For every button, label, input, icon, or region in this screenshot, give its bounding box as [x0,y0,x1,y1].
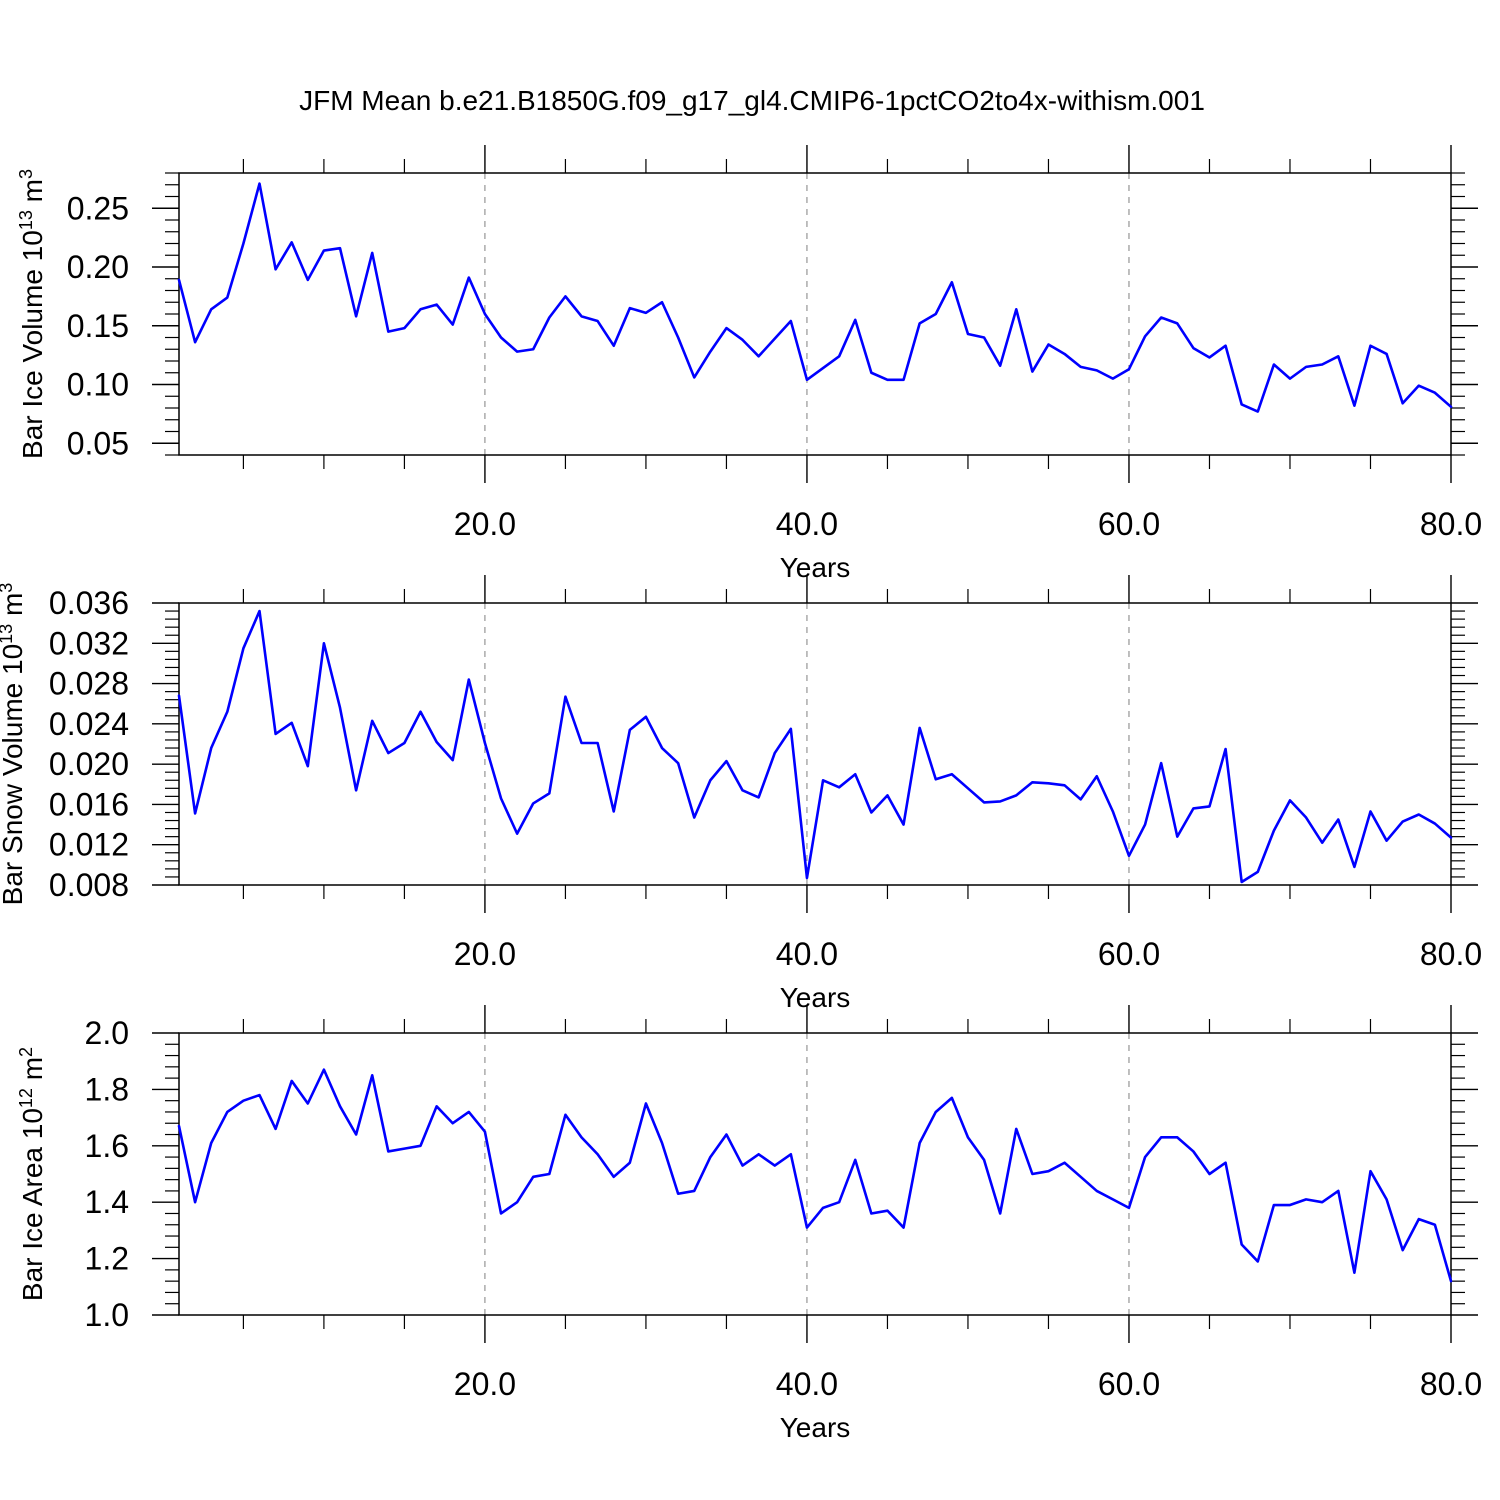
y-axis-label-text: Bar Ice Area 10 [17,1108,48,1301]
x-tick-label: 40.0 [776,936,838,972]
y-axis-label-text: Bar Ice Volume 10 [17,230,48,459]
y-tick-label: 0.016 [49,786,129,822]
x-tick-label: 60.0 [1098,936,1160,972]
y-axis-label-text: Bar Snow Volume 10 [0,644,28,906]
x-tick-label: 40.0 [776,1366,838,1402]
y-axis-label-unit-exponent: 3 [0,583,16,593]
chart-panel-1: 20.0 40.0 60.0 80.0 0.05 0.10 0.15 0.20 0.25 Year… [16,145,1482,583]
x-tick-label: 80.0 [1420,936,1482,972]
series-line-1 [177,609,1453,884]
y-tick-label: 1.8 [85,1071,129,1107]
y-tick-label: 0.020 [49,746,129,782]
y-axis-label-unit: m [0,593,28,624]
y-tick-label: 0.25 [67,190,129,226]
y-axis-label-exponent: 12 [16,1088,36,1108]
y-axis-label-exponent: 13 [16,210,36,230]
x-tick-label: 40.0 [776,506,838,542]
y-tick-label: 0.028 [49,666,129,702]
y-tick-label: 0.10 [67,367,129,403]
x-tick-label: 60.0 [1098,1366,1160,1402]
y-tick-label: 1.4 [85,1184,129,1220]
series-line-1 [177,1068,1453,1283]
series-line-1 [177,182,1453,413]
figure-title: JFM Mean b.e21.B1850G.f09_g17_gl4.CMIP6-… [299,85,1205,116]
y-tick-label: 1.0 [85,1297,129,1333]
chart-panel-3: 20.0 40.0 60.0 80.0 1.0 1.2 1.4 1.6 1.8 2.0 Years B… [16,1005,1482,1443]
plot-frame [178,172,1452,456]
x-axis-label: Years [780,1412,851,1443]
y-tick-label: 0.012 [49,827,129,863]
y-axis-label: Bar Snow Volume 1013 m3 [0,583,28,906]
y-tick-label: 0.024 [49,706,129,742]
x-tick-label: 80.0 [1420,506,1482,542]
y-axis-label-unit: m [17,1057,48,1088]
y-tick-label: 0.008 [49,867,129,903]
y-tick-label: 1.6 [85,1128,129,1164]
y-axis-label-unit-exponent: 2 [16,1047,36,1057]
y-axis-label: Bar Ice Area 1012 m2 [16,1047,48,1301]
x-tick-label: 80.0 [1420,1366,1482,1402]
x-axis-label: Years [780,982,851,1013]
x-tick-label: 60.0 [1098,506,1160,542]
x-tick-label: 20.0 [454,936,516,972]
y-tick-label: 0.20 [67,249,129,285]
plot-frame [178,602,1452,886]
y-axis-label-exponent: 13 [0,624,16,644]
y-tick-label: 0.032 [49,625,129,661]
y-axis-label-unit-exponent: 3 [16,169,36,179]
y-tick-label: 0.05 [67,425,129,461]
y-axis-label-unit: m [17,179,48,210]
plot-frame [178,1032,1452,1316]
y-axis-label: Bar Ice Volume 1013 m3 [16,169,48,459]
y-tick-label: 2.0 [85,1015,129,1051]
chart-panel-2: 20.0 40.0 60.0 80.0 0.008 0.012 0.016 0.020 0.02… [0,575,1482,1013]
x-tick-label: 20.0 [454,1366,516,1402]
y-tick-label: 1.2 [85,1241,129,1277]
y-tick-label: 0.15 [67,308,129,344]
y-tick-label: 0.036 [49,585,129,621]
x-tick-label: 20.0 [454,506,516,542]
x-axis-label: Years [780,552,851,583]
